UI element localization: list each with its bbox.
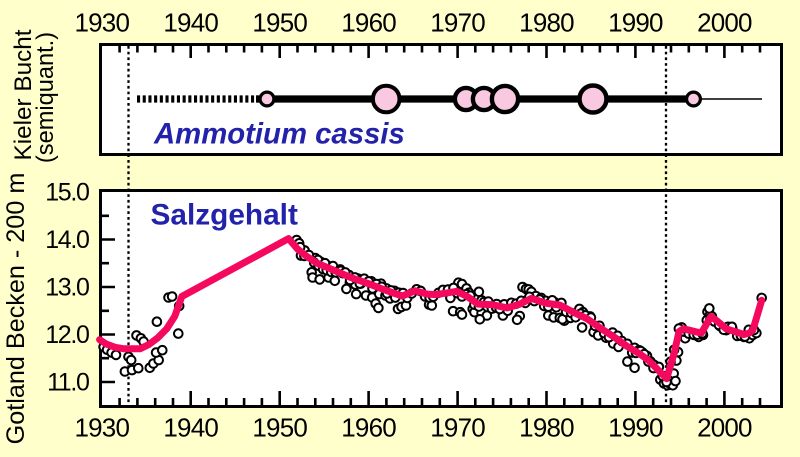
svg-text:1930: 1930: [74, 413, 129, 443]
svg-text:2000: 2000: [697, 413, 752, 443]
svg-text:1980: 1980: [519, 413, 574, 443]
svg-text:1940: 1940: [163, 8, 218, 38]
svg-text:Ammotium cassis: Ammotium cassis: [153, 118, 405, 151]
svg-text:1990: 1990: [608, 8, 663, 38]
svg-text:14.0: 14.0: [45, 226, 89, 254]
svg-text:1960: 1960: [341, 413, 396, 443]
svg-text:1950: 1950: [252, 413, 307, 443]
svg-text:15.0: 15.0: [45, 178, 89, 206]
svg-text:(semiquant.): (semiquant.): [33, 32, 59, 163]
svg-text:1990: 1990: [608, 413, 663, 443]
svg-text:1970: 1970: [430, 413, 485, 443]
svg-text:1930: 1930: [74, 8, 129, 38]
svg-text:2000: 2000: [697, 8, 752, 38]
svg-text:1960: 1960: [341, 8, 396, 38]
svg-text:Salzgehalt: Salzgehalt: [151, 199, 298, 232]
svg-text:12.0: 12.0: [45, 321, 89, 349]
svg-text:1940: 1940: [163, 413, 218, 443]
svg-text:Kieler Bucht: Kieler Bucht: [10, 29, 37, 160]
svg-text:1980: 1980: [519, 8, 574, 38]
svg-text:13.0: 13.0: [45, 273, 89, 301]
svg-text:1970: 1970: [430, 8, 485, 38]
svg-text:11.0: 11.0: [47, 368, 89, 396]
svg-text:1950: 1950: [252, 8, 307, 38]
svg-text:Gotland Becken - 200 m: Gotland Becken - 200 m: [2, 173, 30, 445]
